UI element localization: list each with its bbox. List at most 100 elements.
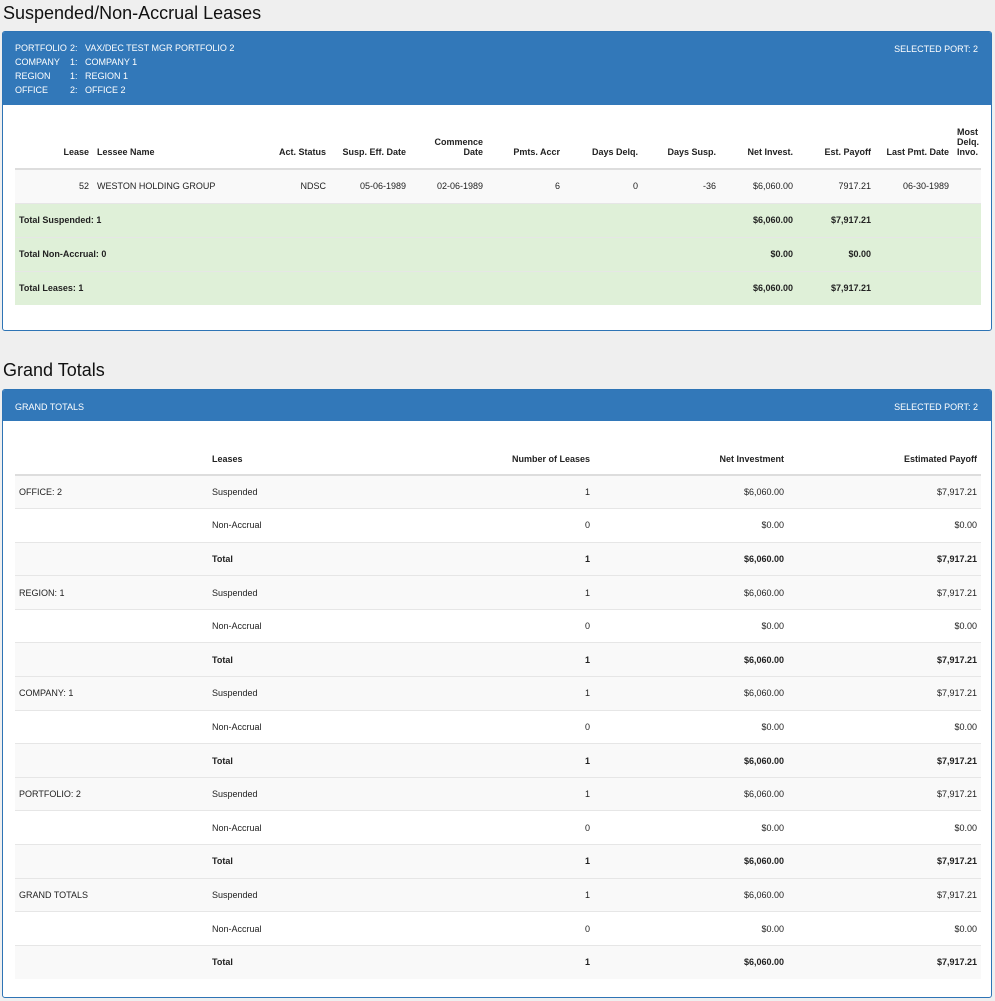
filter-name: PORTFOLIO — [15, 43, 67, 53]
total-label: Total Non-Accrual: 0 — [15, 236, 720, 271]
table-row[interactable]: GRAND TOTALS Suspended 1 $6,060.00 $7,917.21 — [15, 877, 981, 912]
filter-number: 2: — [70, 85, 78, 95]
col-last-pmt-date[interactable]: Last Pmt. Date — [875, 127, 953, 170]
cell-lease-type: Non-Accrual — [208, 508, 401, 543]
cell-group: PORTFOLIO: 2 — [15, 776, 208, 811]
section-title: Grand Totals — [3, 360, 105, 380]
cell-net-investment: $6,060.00 — [594, 844, 788, 879]
table-row[interactable]: Non-Accrual 0 $0.00 $0.00 — [15, 709, 981, 744]
table-row[interactable]: Non-Accrual 0 $0.00 $0.00 — [15, 911, 981, 946]
cell-net-investment: $6,060.00 — [594, 877, 788, 912]
col-number-of-leases[interactable]: Number of Leases — [401, 431, 594, 476]
cell-number-of-leases: 1 — [401, 743, 594, 778]
cell-lease-type: Total — [208, 541, 401, 576]
selected-port-label: SELECTED PORT: 2 — [894, 402, 978, 412]
total-net-invest: $0.00 — [720, 236, 797, 271]
cell-number-of-leases: 1 — [401, 474, 594, 509]
table-row[interactable]: Non-Accrual 0 $0.00 $0.00 — [15, 608, 981, 643]
empty-cell — [875, 202, 953, 237]
total-row: Total Leases: 1 $6,060.00 $7,917.21 — [15, 270, 981, 305]
cell-net-investment: $0.00 — [594, 810, 788, 845]
page-title: Suspended/Non-Accrual Leases — [3, 3, 262, 23]
cell-group — [15, 608, 208, 643]
cell-group — [15, 911, 208, 946]
cell-number-of-leases: 0 — [401, 709, 594, 744]
table-row[interactable]: OFFICE: 2 Suspended 1 $6,060.00 $7,917.21 — [15, 474, 981, 509]
cell-estimated-payoff: $7,917.21 — [788, 676, 981, 711]
cell-group — [15, 508, 208, 543]
cell-pmts-accr: 6 — [487, 168, 564, 203]
table-row[interactable]: REGION: 1 Suspended 1 $6,060.00 $7,917.21 — [15, 575, 981, 610]
table-header-row: Leases Number of Leases Net Investment E… — [15, 431, 981, 476]
cell-lease-type: Suspended — [208, 776, 401, 811]
cell-days-delq: 0 — [564, 168, 642, 203]
col-commence-date[interactable]: Commence Date — [410, 127, 487, 170]
table-row[interactable]: Non-Accrual 0 $0.00 $0.00 — [15, 508, 981, 543]
table-row[interactable]: Total 1 $6,060.00 $7,917.21 — [15, 642, 981, 677]
cell-number-of-leases: 0 — [401, 508, 594, 543]
col-days-delq[interactable]: Days Delq. — [564, 127, 642, 170]
col-net-investment[interactable]: Net Investment — [594, 431, 788, 476]
col-lessee-name[interactable]: Lessee Name — [93, 127, 268, 170]
cell-group: COMPANY: 1 — [15, 676, 208, 711]
cell-lease-type: Total — [208, 642, 401, 677]
col-leases[interactable]: Leases — [208, 431, 401, 476]
col-lease[interactable]: Lease — [15, 127, 93, 170]
cell-estimated-payoff: $0.00 — [788, 911, 981, 946]
total-net-invest: $6,060.00 — [720, 270, 797, 305]
table-row[interactable]: Non-Accrual 0 $0.00 $0.00 — [15, 810, 981, 845]
grand-totals-table: Leases Number of Leases Net Investment E… — [15, 431, 981, 979]
empty-cell — [953, 236, 981, 271]
cell-est-payoff: 7917.21 — [797, 168, 875, 203]
table-row[interactable]: Total 1 $6,060.00 $7,917.21 — [15, 844, 981, 879]
filter-name: OFFICE — [15, 85, 48, 95]
cell-number-of-leases: 1 — [401, 575, 594, 610]
col-susp-eff-date[interactable]: Susp. Eff. Date — [330, 127, 410, 170]
cell-estimated-payoff: $7,917.21 — [788, 474, 981, 509]
filter-row: REGION 1: REGION 1 — [15, 69, 234, 83]
col-act-status[interactable]: Act. Status — [268, 127, 330, 170]
col-estimated-payoff[interactable]: Estimated Payoff — [788, 431, 981, 476]
cell-net-investment: $6,060.00 — [594, 541, 788, 576]
table-row[interactable]: Total 1 $6,060.00 $7,917.21 — [15, 944, 981, 979]
cell-group — [15, 642, 208, 677]
total-net-invest: $6,060.00 — [720, 202, 797, 237]
header-line: Commence — [434, 137, 483, 147]
leases-table: Lease Lessee Name Act. Status Susp. Eff.… — [15, 127, 981, 305]
col-est-payoff[interactable]: Est. Payoff — [797, 127, 875, 170]
table-row[interactable]: 52 WESTON HOLDING GROUP NDSC 05-06-1989 … — [15, 168, 981, 203]
col-group — [15, 431, 208, 476]
empty-cell — [875, 270, 953, 305]
cell-net-investment: $6,060.00 — [594, 743, 788, 778]
table-header-row: Lease Lessee Name Act. Status Susp. Eff.… — [15, 127, 981, 170]
table-row[interactable]: PORTFOLIO: 2 Suspended 1 $6,060.00 $7,917.21 — [15, 776, 981, 811]
table-row[interactable]: COMPANY: 1 Suspended 1 $6,060.00 $7,917.21 — [15, 676, 981, 711]
cell-estimated-payoff: $0.00 — [788, 810, 981, 845]
cell-act-status: NDSC — [268, 168, 330, 203]
cell-most-delq-invo — [953, 168, 981, 203]
filter-name: COMPANY — [15, 57, 60, 67]
panel-header: PORTFOLIO 2: VAX/DEC TEST MGR PORTFOLIO … — [3, 32, 991, 105]
cell-number-of-leases: 0 — [401, 911, 594, 946]
col-pmts-accr[interactable]: Pmts. Accr — [487, 127, 564, 170]
cell-net-investment: $0.00 — [594, 709, 788, 744]
cell-number-of-leases: 1 — [401, 642, 594, 677]
cell-number-of-leases: 1 — [401, 676, 594, 711]
table-row[interactable]: Total 1 $6,060.00 $7,917.21 — [15, 541, 981, 576]
col-net-invest[interactable]: Net Invest. — [720, 127, 797, 170]
cell-commence-date: 02-06-1989 — [410, 168, 487, 203]
total-est-payoff: $7,917.21 — [797, 270, 875, 305]
filter-value: VAX/DEC TEST MGR PORTFOLIO 2 — [85, 43, 235, 53]
table-row[interactable]: Total 1 $6,060.00 $7,917.21 — [15, 743, 981, 778]
cell-lease-type: Non-Accrual — [208, 709, 401, 744]
cell-lease-type: Suspended — [208, 676, 401, 711]
empty-cell — [875, 236, 953, 271]
filter-number: 2: — [70, 43, 78, 53]
filter-list: PORTFOLIO 2: VAX/DEC TEST MGR PORTFOLIO … — [15, 41, 234, 97]
col-most-delq-invo[interactable]: Most Delq. Invo. — [953, 127, 981, 170]
cell-lease-type: Suspended — [208, 474, 401, 509]
cell-lease-type: Non-Accrual — [208, 911, 401, 946]
col-days-susp[interactable]: Days Susp. — [642, 127, 720, 170]
cell-group — [15, 709, 208, 744]
cell-estimated-payoff: $7,917.21 — [788, 743, 981, 778]
